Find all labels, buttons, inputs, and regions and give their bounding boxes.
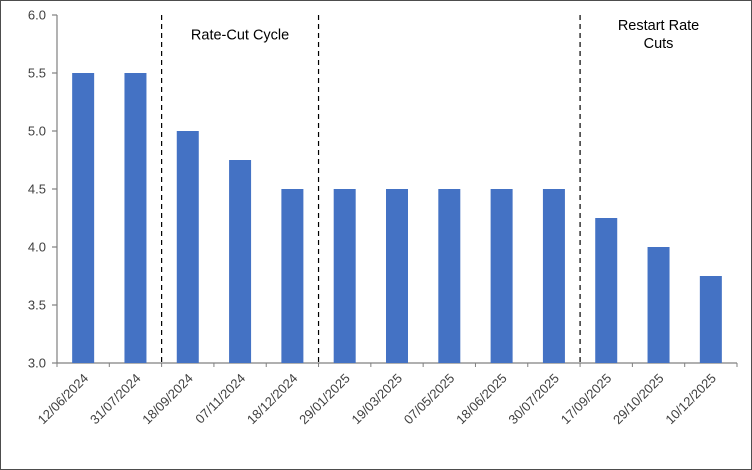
x-axis-label: 07/11/2024 (192, 371, 248, 427)
x-axis-label: 30/07/2025 (505, 371, 562, 428)
bar (647, 247, 670, 363)
x-axis-label: 19/03/2025 (348, 371, 405, 428)
x-axis-label: 18/09/2024 (139, 371, 196, 428)
bar (124, 73, 147, 363)
bar (490, 189, 513, 363)
bar (72, 73, 95, 363)
chart-annotation: Cuts (644, 36, 674, 52)
y-axis-label: 3.0 (28, 356, 46, 371)
x-axis-label: 07/05/2025 (401, 371, 458, 428)
y-axis-label: 6.0 (28, 8, 46, 23)
x-axis-label: 29/01/2025 (296, 371, 353, 428)
bar (699, 276, 722, 363)
x-axis-label: 17/09/2025 (558, 371, 615, 428)
chart-annotation: Rate-Cut Cycle (191, 27, 289, 43)
bar (438, 189, 461, 363)
bar (595, 218, 618, 363)
x-axis-label: 29/10/2025 (610, 371, 667, 428)
y-axis-label: 4.0 (28, 240, 46, 255)
bar (176, 131, 199, 363)
bar (229, 160, 252, 363)
bar (386, 189, 408, 363)
bar (542, 189, 565, 363)
chart-annotation: Restart Rate (618, 18, 699, 34)
y-axis-label: 5.5 (28, 66, 46, 81)
x-axis-label: 31/07/2024 (87, 371, 144, 428)
bar (281, 189, 304, 363)
x-axis-label: 18/06/2025 (453, 371, 510, 428)
y-axis-label: 3.5 (28, 298, 46, 313)
y-axis-label: 5.0 (28, 124, 46, 139)
x-axis-label: 12/06/2024 (35, 371, 92, 428)
bar (333, 189, 356, 363)
x-axis-label: 10/12/2025 (662, 371, 719, 428)
y-axis-label: 4.5 (28, 182, 46, 197)
x-axis-label: 18/12/2024 (244, 371, 301, 428)
